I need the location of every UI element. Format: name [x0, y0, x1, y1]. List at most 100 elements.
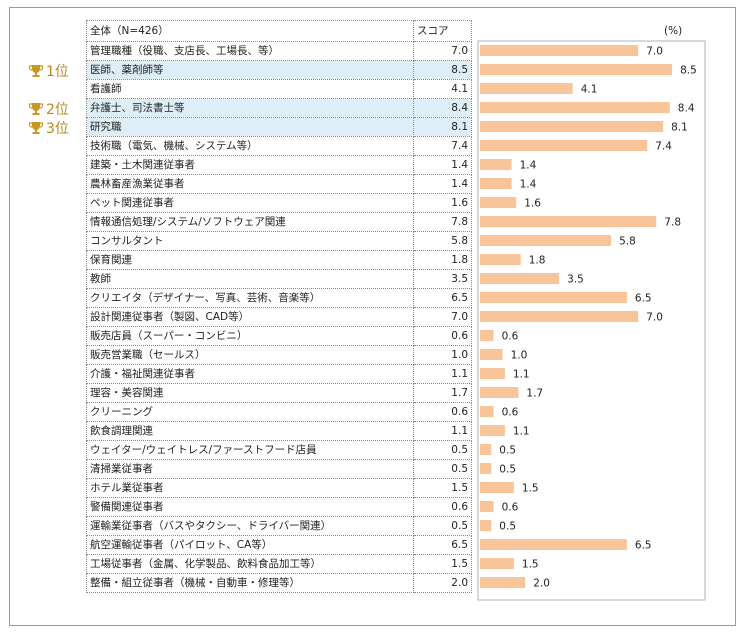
- score-cell: 2.0: [413, 573, 472, 593]
- bar: [480, 273, 560, 284]
- table-row: 飲食調理関連 1.1: [86, 421, 472, 441]
- bar-value-label: 1.4: [520, 160, 537, 172]
- score-cell: 1.5: [413, 554, 472, 574]
- table-row: クリエイタ（デザイナー、写真、芸術、音楽等） 6.5: [86, 288, 472, 308]
- category-cell: 航空運輸従事者（パイロット、CA等）: [86, 535, 414, 555]
- bar-value-label: 1.7: [526, 388, 543, 400]
- bar-value-label: 8.4: [678, 103, 695, 115]
- table-row: ホテル業従事者 1.5: [86, 478, 472, 498]
- bar: [480, 159, 512, 170]
- bar: [480, 121, 664, 132]
- bar: [480, 45, 639, 56]
- table-row: 教師 3.5: [86, 269, 472, 289]
- bar: [480, 463, 492, 474]
- trophy-icon: [28, 65, 44, 77]
- table-row: ウェイター/ウェイトレス/ファーストフード店員 0.5: [86, 440, 472, 460]
- score-cell: 1.1: [413, 421, 472, 441]
- rank-badge: 1位: [28, 61, 69, 81]
- table-row: 清掃業従事者 0.5: [86, 459, 472, 479]
- bar: [480, 577, 526, 588]
- bar: [480, 292, 627, 303]
- figure-frame: [9, 7, 736, 626]
- bar-value-label: 1.5: [522, 483, 539, 495]
- table-row: 弁護士、司法書士等 8.4: [86, 98, 472, 118]
- bar: [480, 216, 657, 227]
- bar: [480, 64, 673, 75]
- rank-label: 2位: [46, 102, 69, 118]
- table-row: 医師、薬剤師等 8.5: [86, 60, 472, 80]
- bar-value-label: 4.1: [581, 84, 598, 96]
- bar-value-label: 8.1: [671, 122, 688, 134]
- table-row: 運輸業従事者（バスやタクシー、ドライバー関連） 0.5: [86, 516, 472, 536]
- bar: [480, 330, 494, 341]
- category-cell: 弁護士、司法書士等: [86, 98, 414, 118]
- bar: [480, 425, 505, 436]
- rank-label: 1位: [46, 64, 69, 80]
- table-row: 警備関連従事者 0.6: [86, 497, 472, 517]
- table-row: 研究職 8.1: [86, 117, 472, 137]
- bar-value-label: 0.6: [502, 407, 519, 419]
- bar: [480, 311, 639, 322]
- bar: [480, 558, 514, 569]
- bar: [480, 368, 505, 379]
- table-row: 保育関連 1.8: [86, 250, 472, 270]
- bar: [480, 520, 492, 531]
- bar: [480, 444, 492, 455]
- score-cell: 0.6: [413, 497, 472, 517]
- bar-value-label: 7.0: [646, 312, 663, 324]
- category-cell: 運輸業従事者（バスやタクシー、ドライバー関連）: [86, 516, 414, 536]
- table-row: 情報通信処理/システム/ソフトウェア関連 7.8: [86, 212, 472, 232]
- category-cell: 清掃業従事者: [86, 459, 414, 479]
- rank-badge: 2位: [28, 99, 69, 119]
- bar: [480, 406, 494, 417]
- rank-badge: 3位: [28, 118, 69, 138]
- bar-value-label: 8.5: [680, 65, 697, 77]
- bar: [480, 83, 573, 94]
- bar-value-label: 1.5: [522, 559, 539, 571]
- trophy-icon: [28, 103, 44, 115]
- score-cell: 1.4: [413, 174, 472, 194]
- score-cell: 4.1: [413, 79, 472, 99]
- bar-value-label: 0.5: [499, 464, 516, 476]
- bar-value-label: 3.5: [567, 274, 584, 286]
- bar-value-label: 0.5: [499, 521, 516, 533]
- category-cell: 研究職: [86, 117, 414, 137]
- score-cell: 7.8: [413, 212, 472, 232]
- table-row: 整備・組立従事者（機械・自動車・修理等） 2.0: [86, 573, 472, 593]
- bar: [480, 387, 519, 398]
- score-cell: 6.5: [413, 535, 472, 555]
- bar: [480, 197, 517, 208]
- bar-value-label: 7.8: [664, 217, 681, 229]
- score-cell: 3.5: [413, 269, 472, 289]
- score-table: 全体（N=426） スコア 管理職種（役職、支店長、工場長、等） 7.0 医師、薬剤…: [86, 20, 472, 593]
- bar: [480, 178, 512, 189]
- unit-label: (%): [664, 25, 683, 37]
- bar-value-label: 1.6: [524, 198, 541, 210]
- score-cell: 6.5: [413, 288, 472, 308]
- score-cell: 1.8: [413, 250, 472, 270]
- bar: [480, 102, 670, 113]
- bar-value-label: 0.6: [502, 502, 519, 514]
- score-cell: 8.1: [413, 117, 472, 137]
- category-cell: クリエイタ（デザイナー、写真、芸術、音楽等）: [86, 288, 414, 308]
- bar-value-label: 2.0: [533, 578, 550, 590]
- bar-value-label: 5.8: [619, 236, 636, 248]
- table-row: 農林畜産漁業従事者 1.4: [86, 174, 472, 194]
- bar-value-label: 0.6: [502, 331, 519, 343]
- rank-label: 3位: [46, 121, 69, 137]
- table-row: 理容・美容関連 1.7: [86, 383, 472, 403]
- bar: [480, 349, 503, 360]
- score-cell: 1.7: [413, 383, 472, 403]
- score-cell: 1.6: [413, 193, 472, 213]
- chart-plot-border: [477, 40, 706, 601]
- category-cell: 整備・組立従事者（機械・自動車・修理等）: [86, 573, 414, 593]
- bar: [480, 501, 494, 512]
- bar: [480, 539, 627, 550]
- category-cell: 情報通信処理/システム/ソフトウェア関連: [86, 212, 414, 232]
- bar-value-label: 1.1: [513, 426, 530, 438]
- bar-value-label: 0.5: [499, 445, 516, 457]
- category-cell: ウェイター/ウェイトレス/ファーストフード店員: [86, 440, 414, 460]
- category-cell: 医師、薬剤師等: [86, 60, 414, 80]
- bar: [480, 254, 521, 265]
